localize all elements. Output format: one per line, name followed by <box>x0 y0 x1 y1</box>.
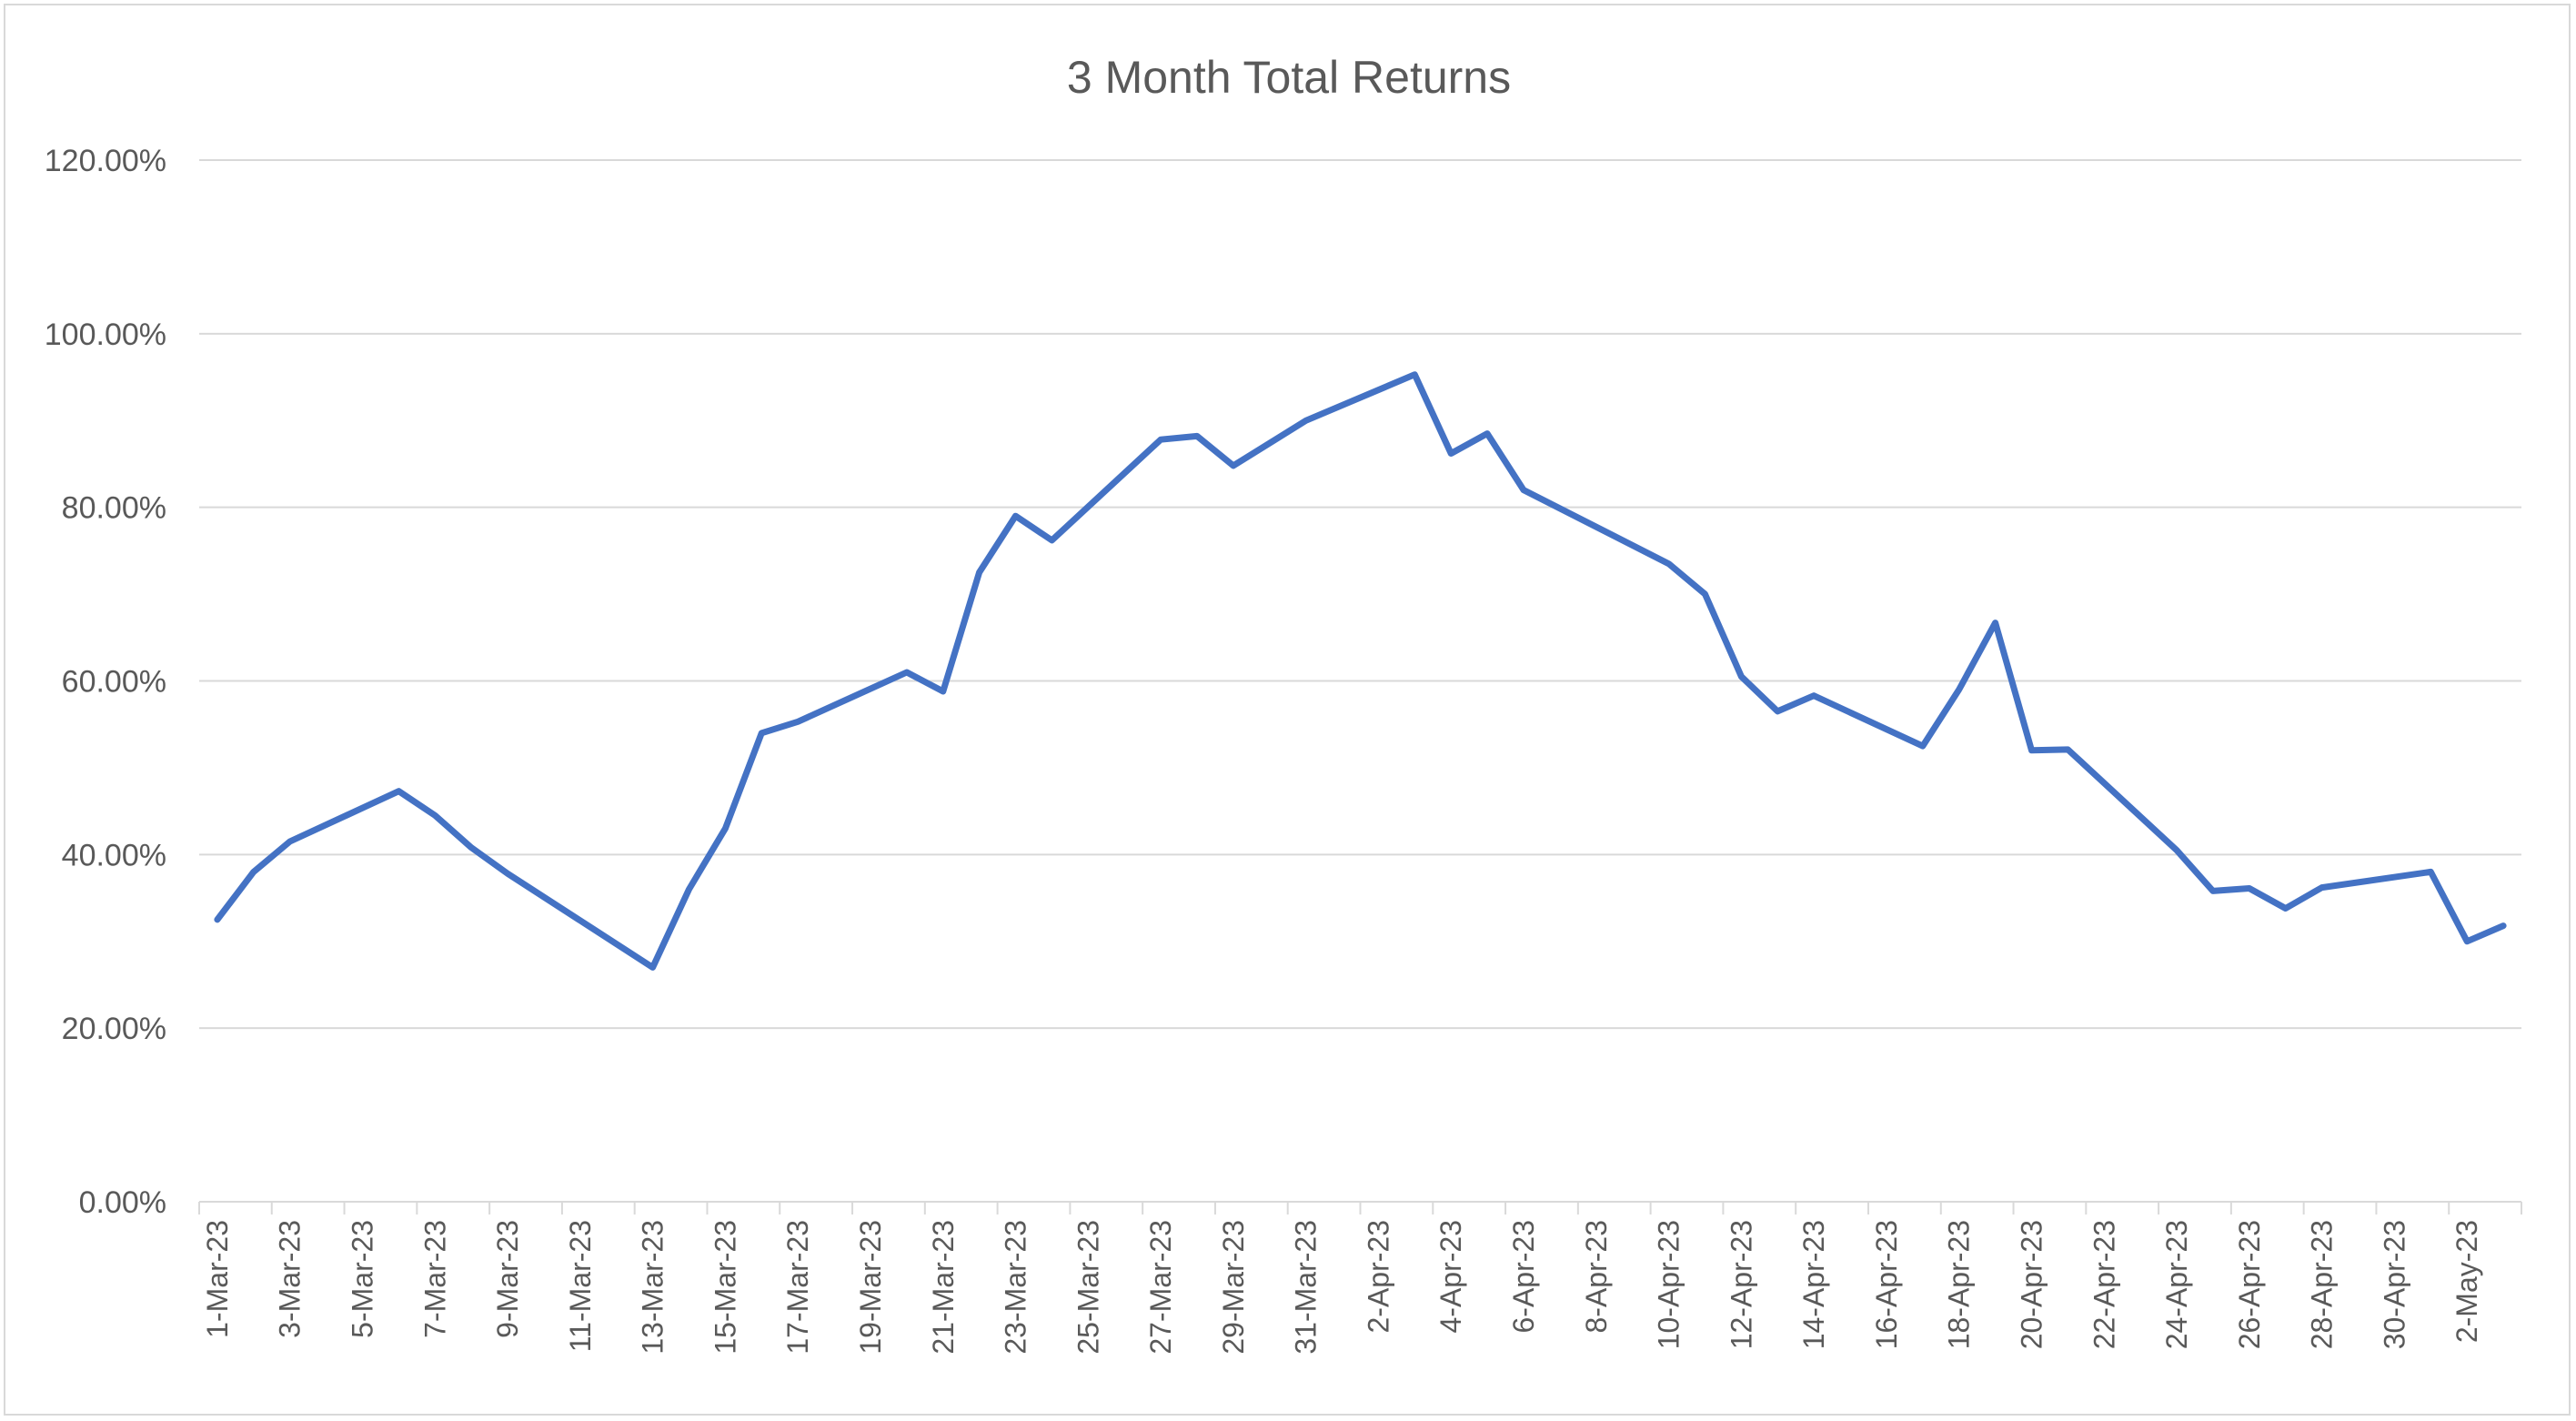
y-tick-label: 0.00% <box>79 1185 166 1220</box>
series-layer <box>214 371 2507 971</box>
x-tick-label: 4-Apr-23 <box>1434 1220 1467 1334</box>
x-tick-label: 3-Mar-23 <box>274 1220 307 1338</box>
y-tick-label: 80.00% <box>62 491 166 526</box>
x-tick-label: 17-Mar-23 <box>781 1220 814 1355</box>
y-tick-label: 60.00% <box>62 665 166 700</box>
x-tick-label: 23-Mar-23 <box>1000 1220 1032 1355</box>
x-tick-label: 5-Mar-23 <box>347 1220 379 1338</box>
x-tick-label: 12-Apr-23 <box>1725 1220 1757 1349</box>
x-tick-label: 28-Apr-23 <box>2306 1220 2339 1349</box>
x-tick-label: 1-Mar-23 <box>201 1220 234 1338</box>
y-tick-label: 20.00% <box>62 1012 166 1046</box>
x-tick-label: 15-Mar-23 <box>709 1220 741 1355</box>
x-tick-label: 21-Mar-23 <box>927 1220 960 1355</box>
chart-title: 3 Month Total Returns <box>1067 52 1511 103</box>
y-tick-label: 100.00% <box>45 317 166 352</box>
x-tick-label: 8-Apr-23 <box>1580 1220 1613 1334</box>
x-tick-label: 26-Apr-23 <box>2233 1220 2266 1349</box>
y-tick-label: 40.00% <box>62 838 166 872</box>
x-axis-tick-labels: 1-Mar-23 3-Mar-23 5-Mar-23 7-Mar-23 9-Mar-23… <box>201 1220 2483 1355</box>
y-gridlines <box>199 159 2521 1030</box>
x-tick-label: 2-Apr-23 <box>1362 1220 1394 1334</box>
x-tick-label: 2-May-23 <box>2450 1220 2483 1343</box>
x-tick-label: 16-Apr-23 <box>1870 1220 1903 1349</box>
x-tick-label: 20-Apr-23 <box>2015 1220 2048 1349</box>
x-tick-label: 13-Mar-23 <box>637 1220 669 1355</box>
x-tick-label: 10-Apr-23 <box>1653 1220 1685 1349</box>
y-axis-tick-labels: 0.00% 20.00% 40.00% 60.00% 80.00% 100.00% 120.… <box>45 144 166 1220</box>
x-tick-label: 19-Mar-23 <box>854 1220 887 1355</box>
x-tick-label: 14-Apr-23 <box>1797 1220 1830 1349</box>
x-tick-label: 18-Apr-23 <box>1943 1220 1976 1349</box>
x-tick-label: 30-Apr-23 <box>2378 1220 2410 1349</box>
x-tick-label: 22-Apr-23 <box>2088 1220 2120 1349</box>
chart-area: 3 Month Total Returns 0.00% 20.00% 40.00% 6… <box>4 4 2571 1416</box>
x-tick-label: 29-Mar-23 <box>1217 1220 1250 1355</box>
y-tick-label: 120.00% <box>45 144 166 178</box>
x-tick-label: 6-Apr-23 <box>1507 1220 1540 1334</box>
x-tick-label: 7-Mar-23 <box>418 1220 451 1338</box>
x-tick-label: 27-Mar-23 <box>1144 1220 1177 1355</box>
x-tick-label: 31-Mar-23 <box>1290 1220 1323 1355</box>
series-line <box>214 371 2507 971</box>
line-chart: 3 Month Total Returns 0.00% 20.00% 40.00% 6… <box>45 52 2522 1355</box>
x-tick-label: 11-Mar-23 <box>564 1220 597 1352</box>
x-axis <box>198 1201 2522 1214</box>
x-tick-label: 24-Apr-23 <box>2160 1220 2193 1349</box>
x-tick-label: 9-Mar-23 <box>491 1220 524 1338</box>
x-tick-label: 25-Mar-23 <box>1072 1220 1104 1355</box>
